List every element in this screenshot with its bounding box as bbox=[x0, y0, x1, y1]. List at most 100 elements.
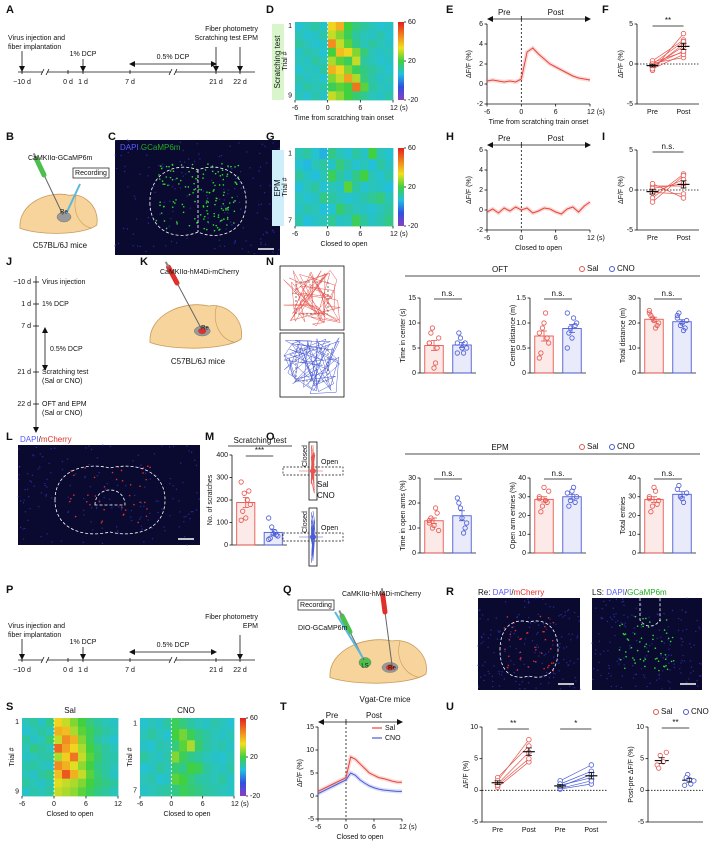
bar bbox=[644, 318, 664, 374]
brain-outline bbox=[329, 639, 427, 684]
labelled-cell bbox=[70, 469, 72, 472]
labelled-cell bbox=[194, 200, 196, 203]
labelled-cell bbox=[549, 648, 552, 650]
labelled-cell bbox=[165, 176, 168, 178]
nucleus bbox=[120, 154, 122, 157]
nucleus bbox=[615, 685, 617, 688]
nucleus bbox=[573, 687, 575, 689]
nucleus bbox=[490, 629, 492, 631]
heat-cell bbox=[303, 203, 312, 216]
heat-cell bbox=[384, 74, 394, 84]
nucleus bbox=[601, 607, 603, 610]
heat-cell bbox=[140, 718, 149, 730]
break-mark bbox=[45, 656, 50, 664]
labelled-cell bbox=[226, 216, 229, 219]
nucleus bbox=[22, 528, 24, 530]
heat-cell bbox=[210, 718, 219, 730]
nucleus bbox=[264, 243, 267, 246]
data-point bbox=[680, 30, 687, 37]
nucleus bbox=[31, 474, 34, 477]
labelled-cell bbox=[647, 650, 650, 653]
nucleus bbox=[500, 643, 503, 646]
nucleus bbox=[24, 488, 26, 491]
data-point bbox=[539, 325, 546, 331]
labelled-cell bbox=[121, 480, 124, 482]
y-tick-label: 30 bbox=[518, 494, 526, 501]
labelled-cell bbox=[198, 188, 200, 191]
heat-cell bbox=[360, 170, 369, 182]
nucleus bbox=[536, 633, 538, 635]
heat-cell bbox=[102, 735, 111, 745]
nucleus bbox=[478, 609, 480, 612]
labelled-cell bbox=[665, 632, 668, 634]
nucleus bbox=[183, 516, 185, 518]
nucleus bbox=[477, 664, 479, 667]
labelled-cell bbox=[172, 170, 175, 172]
pre-label: Pre bbox=[498, 8, 511, 17]
heat-cell bbox=[352, 91, 361, 101]
nucleus bbox=[90, 521, 92, 523]
nucleus bbox=[689, 660, 692, 662]
y-axis-label: Post-pre ΔF/F (%) bbox=[628, 746, 635, 802]
nucleus bbox=[234, 241, 236, 243]
nucleus bbox=[537, 597, 539, 599]
legend-label: CNO bbox=[617, 264, 635, 273]
nucleus bbox=[141, 528, 143, 530]
nucleus bbox=[253, 252, 256, 255]
labelled-cell bbox=[145, 515, 148, 518]
heat-cell bbox=[70, 744, 79, 754]
label-part: DAPI bbox=[606, 588, 625, 597]
labelled-cell bbox=[160, 212, 163, 214]
event-label: Scratching test EPM bbox=[195, 35, 259, 42]
nucleus bbox=[154, 191, 156, 194]
data-point bbox=[454, 495, 460, 501]
nucleus bbox=[66, 458, 69, 460]
data-point bbox=[457, 505, 464, 511]
nucleus bbox=[560, 636, 563, 638]
labelled-cell bbox=[120, 469, 123, 472]
panel-letter: K bbox=[140, 256, 148, 268]
nucleus bbox=[553, 656, 555, 658]
nucleus bbox=[482, 664, 484, 667]
nucleus bbox=[491, 675, 494, 678]
nucleus bbox=[130, 519, 133, 522]
labelled-cell bbox=[552, 621, 555, 624]
labelled-cell bbox=[167, 184, 169, 187]
heat-cell bbox=[303, 65, 312, 75]
nucleus bbox=[104, 488, 107, 490]
syringe-plunger bbox=[338, 610, 343, 617]
nucleus bbox=[669, 681, 671, 683]
nucleus bbox=[197, 218, 200, 220]
labelled-cell bbox=[216, 226, 219, 229]
heat-cell bbox=[368, 203, 378, 216]
break-mark bbox=[40, 68, 45, 76]
pair-line bbox=[559, 764, 592, 782]
y-axis-label: ΔF/F (%) bbox=[466, 50, 473, 78]
data-point bbox=[646, 307, 652, 314]
event-label: (Sal or CNO) bbox=[42, 378, 82, 385]
nucleus bbox=[635, 673, 638, 675]
x-tick-label: -6 bbox=[19, 801, 25, 808]
heat-cell bbox=[311, 56, 320, 66]
labelled-cell bbox=[168, 165, 170, 168]
labelled-cell bbox=[74, 515, 77, 518]
nucleus bbox=[516, 616, 518, 618]
heat-cell bbox=[327, 203, 337, 216]
nucleus bbox=[132, 233, 135, 235]
heat-cell bbox=[368, 30, 378, 40]
nucleus bbox=[199, 158, 201, 160]
nucleus bbox=[22, 502, 25, 504]
nucleus bbox=[233, 242, 236, 244]
data-point bbox=[432, 505, 439, 511]
heat-cell bbox=[38, 787, 47, 797]
nucleus bbox=[193, 160, 196, 163]
heat-cell bbox=[311, 74, 320, 84]
data-point bbox=[676, 482, 682, 489]
nucleus bbox=[667, 638, 669, 641]
heat-cell bbox=[30, 787, 39, 797]
x-tick-label: Post bbox=[584, 827, 598, 834]
nucleus bbox=[613, 613, 615, 616]
nucleus bbox=[61, 460, 64, 463]
labelled-cell bbox=[639, 658, 642, 661]
syringe-plunger bbox=[32, 152, 38, 160]
